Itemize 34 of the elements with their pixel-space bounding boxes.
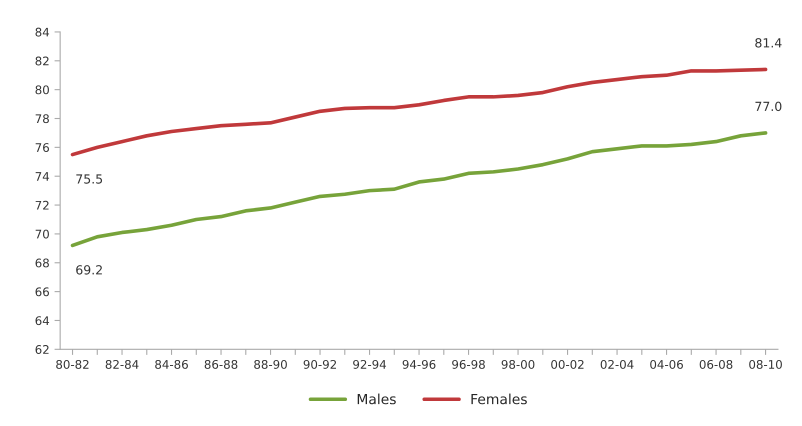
y-tick-label: 80 — [36, 85, 49, 94]
legend-label: Females — [471, 394, 527, 404]
x-tick-label: 98-00 — [502, 360, 534, 369]
x-tick-label: 86-88 — [204, 360, 238, 369]
y-tick-label: 84 — [36, 28, 50, 37]
legend-label: Males — [358, 394, 396, 404]
y-tick-label: 74 — [36, 172, 50, 181]
x-tick-label: 84-86 — [155, 360, 188, 369]
y-tick-label: 82 — [36, 56, 49, 66]
data-label: 81.4 — [755, 38, 782, 48]
y-tick-label: 70 — [36, 230, 49, 239]
y-tick-label: 68 — [36, 258, 49, 268]
x-tick-label: 96-98 — [452, 360, 485, 369]
x-tick-label: 04-06 — [650, 360, 683, 369]
y-tick-label: 78 — [36, 114, 49, 124]
x-tick-label: 94-96 — [402, 360, 436, 369]
data-label: 77.0 — [755, 102, 782, 112]
x-tick-label: 80-82 — [56, 360, 88, 369]
x-tick-label: 88-90 — [254, 360, 287, 369]
y-tick-label: 66 — [36, 287, 49, 296]
y-tick-label: 64 — [36, 316, 50, 326]
x-tick-label: 06-08 — [700, 360, 732, 369]
x-tick-label: 82-84 — [106, 360, 139, 369]
x-tick-label: 08-10 — [749, 360, 782, 369]
y-tick-label: 76 — [36, 143, 49, 152]
y-tick-label: 72 — [36, 200, 49, 210]
x-tick-label: 02-04 — [600, 360, 634, 369]
data-label: 75.5 — [76, 174, 102, 184]
x-tick-label: 90-92 — [304, 360, 336, 369]
data-label: 69.2 — [76, 265, 102, 275]
x-tick-label: 92-94 — [353, 360, 386, 369]
line-series — [70, 131, 768, 248]
x-tick-label: 00-02 — [551, 360, 584, 369]
y-tick-label: 62 — [36, 345, 49, 354]
